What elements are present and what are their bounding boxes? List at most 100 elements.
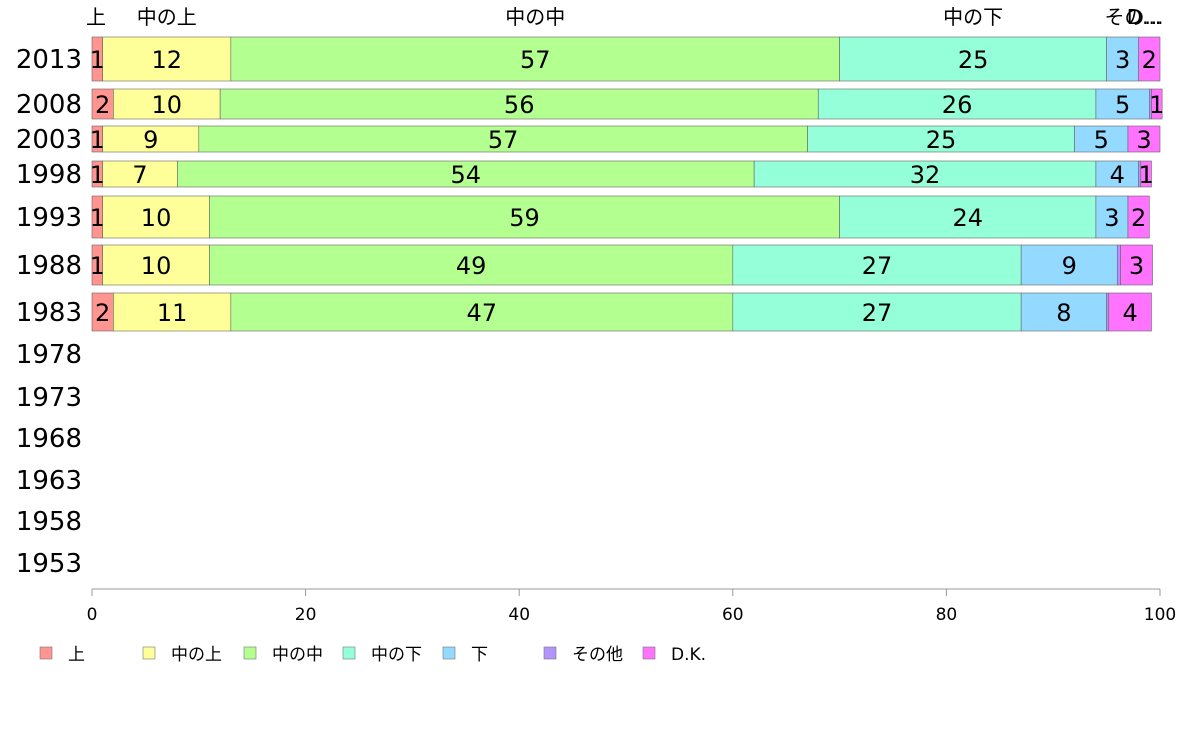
- segment-label-1983-1: 11: [157, 299, 188, 327]
- segment-label-2008-2: 56: [504, 91, 535, 119]
- segment-label-2013-4: 3: [1115, 46, 1130, 74]
- segment-label-1993-0: 1: [90, 204, 105, 232]
- legend-label-3: 中の下: [371, 645, 422, 665]
- legend-swatch-2: [243, 646, 257, 660]
- year-label-1973: 1973: [16, 383, 82, 413]
- legend-label-6: D.K.: [671, 645, 706, 665]
- legend-swatch-5: [543, 646, 557, 660]
- x-tick-label-20: 20: [295, 605, 317, 625]
- year-label-1958: 1958: [16, 507, 82, 537]
- bar-segment-2003-3: [807, 125, 1075, 153]
- bar-segment-1988-2: [209, 244, 734, 286]
- bar-segment-1998-1: [102, 160, 178, 188]
- bar-segment-1983-4: [1020, 292, 1107, 332]
- segment-label-1993-1: 10: [141, 204, 172, 232]
- legend-swatch-0: [39, 646, 53, 660]
- segment-label-2013-1: 12: [151, 46, 182, 74]
- bar-segment-2013-1: [102, 36, 232, 82]
- legend-swatch-3: [342, 646, 356, 660]
- segment-label-1998-3: 32: [910, 161, 941, 189]
- segment-label-1983-6: 4: [1122, 299, 1137, 327]
- segment-label-1988-2: 49: [456, 252, 487, 280]
- legend-label-5: その他: [572, 645, 623, 665]
- segment-label-1988-4: 9: [1062, 252, 1077, 280]
- bar-segment-1998-2: [177, 160, 755, 188]
- segment-label-1993-2: 59: [509, 204, 540, 232]
- x-tick-label-0: 0: [87, 605, 98, 625]
- segment-label-2008-4: 5: [1115, 91, 1130, 119]
- bar-segment-1988-5: [1116, 244, 1121, 286]
- segment-label-1998-2: 54: [451, 161, 482, 189]
- year-label-1963: 1963: [16, 466, 82, 496]
- segment-label-2003-1: 9: [143, 126, 158, 154]
- segment-label-1988-6: 3: [1129, 252, 1144, 280]
- bar-segment-1998-6: [1140, 160, 1152, 188]
- bar-segment-2013-2: [230, 36, 840, 82]
- bar-segment-1993-1: [102, 195, 210, 239]
- year-label-2008: 2008: [16, 90, 82, 120]
- segment-label-2008-6: 1: [1149, 91, 1164, 119]
- segment-label-2003-0: 1: [90, 126, 105, 154]
- year-label-1998: 1998: [16, 160, 82, 190]
- segment-label-2003-2: 57: [488, 126, 519, 154]
- bar-segment-1988-6: [1120, 244, 1153, 286]
- top-label-5: D...: [1127, 5, 1161, 29]
- bar-segment-1983-2: [230, 292, 734, 332]
- year-label-2003: 2003: [16, 125, 82, 155]
- top-label-2: 中の中: [505, 5, 565, 29]
- segment-label-1988-1: 10: [141, 252, 172, 280]
- bar-segment-1983-5: [1106, 292, 1110, 332]
- bar-segment-1988-4: [1020, 244, 1118, 286]
- bar-segment-1998-3: [753, 160, 1097, 188]
- bar-segment-2008-6: [1151, 88, 1163, 120]
- x-tick-label-60: 60: [722, 605, 744, 625]
- segment-label-2008-3: 26: [942, 91, 973, 119]
- segment-label-2003-6: 3: [1136, 126, 1151, 154]
- top-label-3: 中の下: [943, 5, 1003, 29]
- year-labels: 2013 2008 2003 1998 1993 1988 1983 1978 1973 1968…: [16, 45, 82, 579]
- legend-label-0: 上: [68, 645, 85, 665]
- bar-segment-1993-3: [839, 195, 1097, 239]
- segment-label-2013-2: 57: [520, 46, 551, 74]
- bar-segment-2003-2: [198, 125, 808, 153]
- segment-label-2003-3: 25: [926, 126, 957, 154]
- year-label-1983: 1983: [16, 298, 82, 328]
- x-tick-label-100: 100: [1144, 605, 1176, 625]
- segment-label-1998-4: 4: [1110, 161, 1125, 189]
- bar-segment-2008-2: [219, 88, 819, 120]
- bar-segment-2008-1: [113, 88, 221, 120]
- top-label-0: 上: [86, 5, 106, 29]
- legend-label-2: 中の中: [272, 645, 323, 665]
- segment-label-1988-3: 27: [862, 252, 893, 280]
- top-label-1: 中の上: [137, 5, 197, 29]
- x-axis: 0 20 40 60 80 100: [87, 588, 1176, 625]
- legend-label-1: 中の上: [171, 645, 222, 665]
- bar-segment-2013-3: [839, 36, 1107, 82]
- segment-label-2008-1: 10: [151, 91, 182, 119]
- bar-segment-2003-6: [1127, 125, 1161, 153]
- bars: 1 12 57 25 3 22 10 56 26 5 11 9 57 25 5 31 7 54 32 4 11 10 59 2…: [90, 36, 1164, 332]
- bar-segment-2013-6: [1138, 36, 1161, 82]
- bar-segment-1993-2: [209, 195, 840, 239]
- legend-swatch-1: [142, 646, 156, 660]
- segment-label-2003-4: 5: [1094, 126, 1109, 154]
- bar-segment-2008-4: [1095, 88, 1150, 120]
- segment-label-1998-1: 7: [132, 161, 147, 189]
- year-label-1993: 1993: [16, 203, 82, 233]
- legend-swatch-4: [442, 646, 456, 660]
- segment-label-1988-0: 1: [90, 252, 105, 280]
- top-category-labels: 上 中の上 中の中 中の下 その...D...: [86, 5, 1164, 29]
- segment-label-1983-3: 27: [862, 299, 893, 327]
- segment-label-1983-0: 2: [95, 299, 110, 327]
- year-label-1968: 1968: [16, 424, 82, 454]
- bar-segment-2003-1: [102, 125, 200, 153]
- segment-label-2008-0: 2: [95, 91, 110, 119]
- segment-label-1993-3: 24: [952, 204, 983, 232]
- x-tick-label-40: 40: [508, 605, 530, 625]
- bar-segment-1983-1: [113, 292, 232, 332]
- legend: 上 中の上 中の中 中の下 下 その他 D.K.: [39, 645, 706, 665]
- segment-label-1998-0: 1: [90, 161, 105, 189]
- segment-label-1993-4: 3: [1104, 204, 1119, 232]
- year-label-1988: 1988: [16, 251, 82, 281]
